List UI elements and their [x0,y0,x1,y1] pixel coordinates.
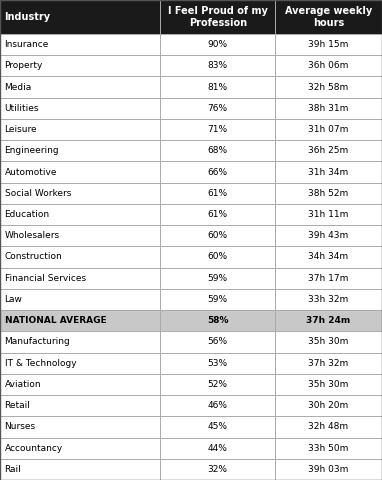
Text: 53%: 53% [208,359,228,368]
Text: 38h 31m: 38h 31m [308,104,349,113]
Text: 46%: 46% [208,401,228,410]
Bar [0,353,382,374]
Text: I Feel Proud of my
Profession: I Feel Proud of my Profession [168,6,268,28]
Bar [0,268,382,289]
Bar [0,438,382,459]
Text: Utilities: Utilities [5,104,39,113]
Text: Aviation: Aviation [5,380,41,389]
Text: 90%: 90% [208,40,228,49]
Text: 32h 48m: 32h 48m [308,422,349,432]
Text: 32h 58m: 32h 58m [308,83,349,92]
Bar [0,161,382,183]
Text: Social Workers: Social Workers [5,189,71,198]
Text: 37h 24m: 37h 24m [306,316,351,325]
Bar [0,98,382,119]
Bar [0,55,382,76]
Text: 37h 17m: 37h 17m [308,274,349,283]
Text: Financial Services: Financial Services [5,274,86,283]
Text: 36h 06m: 36h 06m [308,61,349,71]
Bar [0,0,382,34]
Text: Construction: Construction [5,252,62,262]
Text: 83%: 83% [208,61,228,71]
Text: 36h 25m: 36h 25m [308,146,349,156]
Bar [0,416,382,438]
Text: 30h 20m: 30h 20m [308,401,349,410]
Bar [0,183,382,204]
Bar [0,374,382,395]
Bar [0,459,382,480]
Text: 32%: 32% [208,465,228,474]
Bar [0,289,382,310]
Text: Education: Education [5,210,50,219]
Bar [0,76,382,98]
Bar [0,395,382,416]
Text: 33h 50m: 33h 50m [308,444,349,453]
Text: Wholesalers: Wholesalers [5,231,60,240]
Text: 58%: 58% [207,316,228,325]
Text: Accountancy: Accountancy [5,444,63,453]
Text: Manufacturing: Manufacturing [5,337,70,347]
Text: 59%: 59% [208,274,228,283]
Text: 37h 32m: 37h 32m [308,359,349,368]
Text: 35h 30m: 35h 30m [308,337,349,347]
Text: Industry: Industry [5,12,51,22]
Bar [0,310,382,331]
Text: IT & Technology: IT & Technology [5,359,76,368]
Text: Law: Law [5,295,23,304]
Text: 59%: 59% [208,295,228,304]
Bar [0,225,382,246]
Text: 56%: 56% [208,337,228,347]
Text: 52%: 52% [208,380,228,389]
Bar [0,140,382,161]
Bar [0,331,382,353]
Text: 81%: 81% [208,83,228,92]
Text: Average weekly
hours: Average weekly hours [285,6,372,28]
Text: 35h 30m: 35h 30m [308,380,349,389]
Text: Engineering: Engineering [5,146,59,156]
Text: 44%: 44% [208,444,228,453]
Text: 66%: 66% [208,168,228,177]
Text: 31h 34m: 31h 34m [308,168,349,177]
Text: 61%: 61% [208,189,228,198]
Text: Rail: Rail [5,465,21,474]
Text: 33h 32m: 33h 32m [308,295,349,304]
Bar [0,246,382,268]
Text: 31h 11m: 31h 11m [308,210,349,219]
Bar [0,34,382,55]
Text: 45%: 45% [208,422,228,432]
Text: 68%: 68% [208,146,228,156]
Text: Automotive: Automotive [5,168,57,177]
Text: NATIONAL AVERAGE: NATIONAL AVERAGE [5,316,106,325]
Text: Nurses: Nurses [5,422,36,432]
Text: 61%: 61% [208,210,228,219]
Text: 76%: 76% [208,104,228,113]
Text: 71%: 71% [208,125,228,134]
Text: 31h 07m: 31h 07m [308,125,349,134]
Text: Insurance: Insurance [5,40,49,49]
Text: Media: Media [5,83,32,92]
Text: Property: Property [5,61,43,71]
Text: 60%: 60% [208,252,228,262]
Text: 39h 15m: 39h 15m [308,40,349,49]
Text: 39h 43m: 39h 43m [308,231,349,240]
Text: 60%: 60% [208,231,228,240]
Text: Leisure: Leisure [5,125,37,134]
Bar [0,204,382,225]
Text: 38h 52m: 38h 52m [308,189,349,198]
Text: 39h 03m: 39h 03m [308,465,349,474]
Text: 34h 34m: 34h 34m [308,252,349,262]
Bar [0,119,382,140]
Text: Retail: Retail [5,401,31,410]
